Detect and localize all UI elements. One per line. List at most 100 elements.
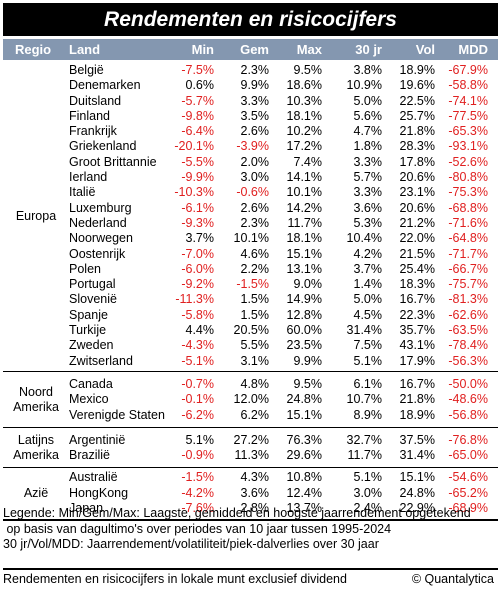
- cell-max: 12.8%: [286, 307, 322, 322]
- cell-min: -7.6%: [181, 501, 214, 516]
- cell-vol: 18.3%: [399, 277, 435, 292]
- cell-max: 24.8%: [286, 392, 322, 407]
- cell-max: 15.1%: [286, 246, 322, 261]
- cell-min: -9.2%: [181, 277, 214, 292]
- cell-30jr: 5.6%: [353, 108, 383, 123]
- cell-vol: 17.8%: [399, 154, 435, 169]
- cell-mdd: -71.7%: [448, 246, 488, 261]
- table-header-row: Regio Land Min Gem Max 30 jr Vol MDD: [3, 39, 498, 60]
- cell-gem: 2.2%: [240, 261, 270, 276]
- cell-land: Oostenrijk: [69, 246, 126, 261]
- cell-vol: 15.1%: [399, 470, 435, 485]
- cell-mdd: -65.3%: [448, 124, 488, 139]
- cell-gem: 2.8%: [240, 501, 270, 516]
- header-min: Min: [191, 42, 214, 57]
- cell-30jr: 8.9%: [353, 407, 383, 422]
- table-row: Argentinië 5.1% 27.2% 76.3% 32.7% 37.5% -76.8%: [3, 433, 498, 448]
- cell-mdd: -78.4%: [448, 338, 488, 353]
- cell-max: 10.1%: [286, 185, 322, 200]
- cell-mdd: -52.6%: [448, 154, 488, 169]
- cell-min: -0.1%: [181, 392, 214, 407]
- cell-30jr: 3.7%: [353, 261, 383, 276]
- cell-vol: 22.9%: [399, 501, 435, 516]
- table-row: Mexico -0.1% 12.0% 24.8% 10.7% 21.8% -48.6%: [3, 392, 498, 407]
- cell-gem: 20.5%: [233, 323, 269, 338]
- cell-vol: 20.6%: [399, 200, 435, 215]
- table-row: Japan -7.6% 2.8% 13.7% 2.4% 22.9% -68.9%: [3, 501, 498, 516]
- cell-gem: -0.6%: [236, 185, 269, 200]
- cell-land: Denemarken: [69, 78, 141, 93]
- cell-max: 14.9%: [286, 292, 322, 307]
- cell-max: 10.2%: [286, 124, 322, 139]
- cell-gem: 1.5%: [240, 307, 270, 322]
- cell-vol: 22.3%: [399, 307, 435, 322]
- cell-min: -9.9%: [181, 170, 214, 185]
- table-row: Canada -0.7% 4.8% 9.5% 6.1% 16.7% -50.0%: [3, 377, 498, 392]
- region-group: Latijns Amerika Argentinië 5.1% 27.2% 76.3% 32…: [3, 428, 498, 469]
- table-row: Luxemburg -6.1% 2.6% 14.2% 3.6% 20.6% -68.8%: [3, 201, 498, 216]
- cell-gem: 2.6%: [240, 200, 270, 215]
- table-row: HongKong -4.2% 3.6% 12.4% 3.0% 24.8% -65.2%: [3, 486, 498, 501]
- cell-vol: 28.3%: [399, 139, 435, 154]
- cell-gem: 1.5%: [240, 292, 270, 307]
- cell-land: Noorwegen: [69, 231, 133, 246]
- header-30jr: 30 jr: [355, 42, 382, 57]
- header-regio: Regio: [15, 42, 52, 57]
- cell-vol: 18.9%: [399, 63, 435, 77]
- cell-vol: 35.7%: [399, 323, 435, 338]
- cell-min: -5.5%: [181, 154, 214, 169]
- cell-vol: 37.5%: [399, 432, 435, 447]
- cell-30jr: 3.6%: [353, 200, 383, 215]
- table-row: Turkije 4.4% 20.5% 60.0% 31.4% 35.7% -63.5%: [3, 323, 498, 338]
- cell-vol: 19.6%: [399, 78, 435, 93]
- cell-vol: 21.8%: [399, 392, 435, 407]
- cell-mdd: -68.8%: [448, 200, 488, 215]
- cell-min: -5.7%: [181, 93, 214, 108]
- table-row: Australië -1.5% 4.3% 10.8% 5.1% 15.1% -54.6%: [3, 470, 498, 485]
- cell-vol: 23.1%: [399, 185, 435, 200]
- cell-land: Duitsland: [69, 93, 122, 108]
- cell-land: Zwitserland: [69, 353, 133, 368]
- cell-mdd: -65.2%: [448, 485, 488, 500]
- cell-gem: -3.9%: [236, 139, 269, 154]
- cell-vol: 18.9%: [399, 407, 435, 422]
- cell-30jr: 4.2%: [353, 246, 383, 261]
- table-row: Frankrijk -6.4% 2.6% 10.2% 4.7% 21.8% -65.3%: [3, 124, 498, 139]
- table-row: Nederland -9.3% 2.3% 11.7% 5.3% 21.2% -71.6%: [3, 216, 498, 231]
- region-label: Latijns Amerika: [3, 433, 69, 463]
- table-row: Groot Brittannie -5.5% 2.0% 7.4% 3.3% 17.8% -5…: [3, 155, 498, 170]
- table-row: Duitsland -5.7% 3.3% 10.3% 5.0% 22.5% -74.1%: [3, 94, 498, 109]
- cell-min: -20.1%: [174, 139, 214, 154]
- cell-30jr: 5.7%: [353, 170, 383, 185]
- cell-min: 5.1%: [185, 432, 215, 447]
- region-label: Europa: [3, 209, 69, 224]
- table-row: Denemarken 0.6% 9.9% 18.6% 10.9% 19.6% -58.8%: [3, 78, 498, 93]
- cell-land: Zweden: [69, 338, 114, 353]
- cell-30jr: 4.7%: [353, 124, 383, 139]
- region-label-line: Azië: [23, 485, 49, 500]
- cell-vol: 16.7%: [399, 376, 435, 391]
- cell-land: Brazilië: [69, 448, 110, 463]
- cell-land: Turkije: [69, 323, 107, 338]
- cell-min: -5.8%: [181, 307, 214, 322]
- cell-land: Finland: [69, 108, 110, 123]
- cell-land: Canada: [69, 376, 113, 391]
- cell-min: -4.3%: [181, 338, 214, 353]
- cell-30jr: 10.9%: [346, 78, 382, 93]
- cell-mdd: -80.8%: [448, 170, 488, 185]
- cell-30jr: 32.7%: [346, 432, 382, 447]
- cell-30jr: 5.1%: [353, 470, 383, 485]
- cell-30jr: 3.0%: [353, 485, 383, 500]
- table-title: Rendementen en risicocijfers: [3, 3, 498, 36]
- cell-gem: 4.3%: [240, 470, 270, 485]
- table-row: Slovenië -11.3% 1.5% 14.9% 5.0% 16.7% -81.3%: [3, 292, 498, 307]
- cell-mdd: -67.9%: [448, 63, 488, 77]
- legend-line-2: op basis van dagultimo's over periodes v…: [3, 521, 392, 536]
- legend-line-1: Legende: Min/Gem/Max: Laagste, gemiddeld…: [3, 506, 471, 520]
- cell-gem: 4.8%: [240, 376, 270, 391]
- cell-land: Ierland: [69, 170, 108, 185]
- cell-max: 7.4%: [293, 154, 323, 169]
- table-row: Oostenrijk -7.0% 4.6% 15.1% 4.2% 21.5% -71.7%: [3, 247, 498, 262]
- table-row: Zweden -4.3% 5.5% 23.5% 7.5% 43.1% -78.4%: [3, 338, 498, 353]
